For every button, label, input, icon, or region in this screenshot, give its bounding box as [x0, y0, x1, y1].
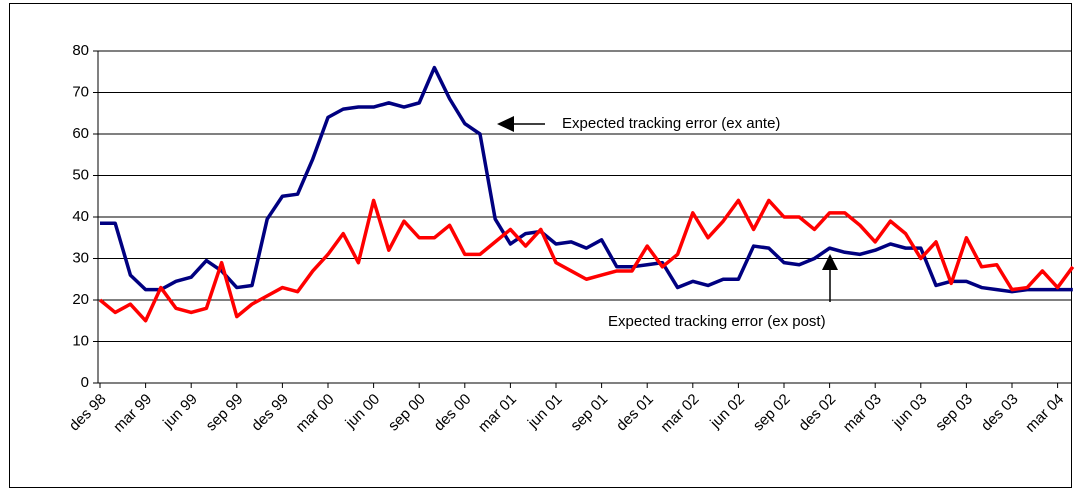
y-tick-label: 50	[72, 166, 89, 183]
x-tick-label: mar 01	[475, 391, 520, 436]
annotation: Expected tracking error (ex ante)	[562, 115, 780, 132]
y-tick-label: 20	[72, 291, 89, 308]
x-tick-label: des 00	[431, 391, 475, 435]
x-tick-label: mar 03	[840, 391, 885, 436]
y-tick-label: 70	[72, 83, 89, 100]
x-tick-label: mar 04	[1022, 391, 1067, 436]
y-tick-label: 40	[72, 208, 89, 225]
x-tick-label: jun 99	[159, 391, 201, 433]
x-tick-label: jun 03	[889, 391, 931, 433]
x-tick-label: sep 01	[567, 391, 611, 435]
y-tick-label: 10	[72, 332, 89, 349]
series-line	[98, 198, 1075, 323]
chart-frame	[9, 3, 1072, 488]
x-tick-label: des 98	[66, 391, 110, 435]
series-line	[100, 65, 1073, 294]
y-tick-label: 30	[72, 249, 89, 266]
x-tick-label: mar 99	[110, 391, 155, 436]
y-tick-label: 0	[81, 374, 89, 391]
x-tick-label: des 03	[978, 391, 1022, 435]
x-tick-label: jun 02	[706, 391, 748, 433]
x-tick-label: des 02	[795, 391, 839, 435]
annotation: Expected tracking error (ex post)	[608, 313, 826, 330]
x-tick-label: mar 02	[657, 391, 702, 436]
x-tick-label: des 01	[613, 391, 657, 435]
x-tick-label: jun 01	[524, 391, 566, 433]
x-tick-label: sep 99	[203, 391, 247, 435]
y-tick-label: 80	[72, 42, 89, 59]
y-tick-label: 60	[72, 125, 89, 142]
x-tick-label: sep 02	[750, 391, 794, 435]
annotation-arrow-head	[822, 254, 838, 270]
x-tick-label: sep 00	[385, 391, 429, 435]
x-tick-label: jun 00	[342, 391, 384, 433]
x-tick-label: mar 00	[293, 391, 338, 436]
x-tick-label: des 99	[248, 391, 292, 435]
annotation-arrow-head	[497, 116, 514, 132]
x-tick-label: sep 03	[932, 391, 976, 435]
